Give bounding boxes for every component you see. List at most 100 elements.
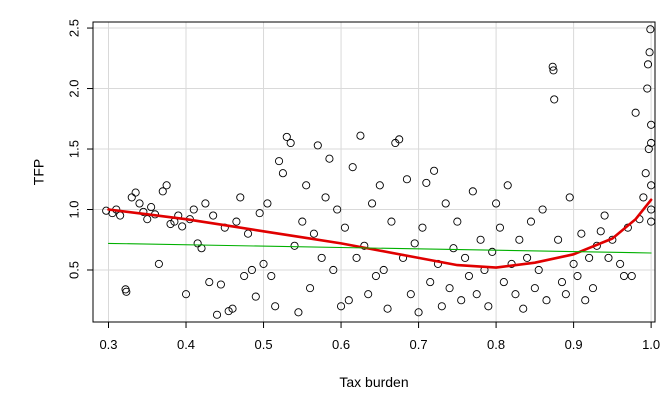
data-point xyxy=(414,308,423,317)
data-point xyxy=(325,154,334,163)
x-tick-label: 0.6 xyxy=(332,337,350,352)
data-point xyxy=(375,181,384,190)
series-line-1 xyxy=(107,198,653,269)
data-point xyxy=(449,244,458,253)
data-point xyxy=(441,199,450,208)
data-point xyxy=(492,199,501,208)
data-point xyxy=(317,253,326,262)
data-point xyxy=(379,265,388,275)
data-point xyxy=(437,302,446,311)
data-point xyxy=(461,253,470,262)
data-point xyxy=(154,259,163,268)
data-point xyxy=(205,278,214,287)
data-point xyxy=(468,187,477,196)
data-point xyxy=(344,296,353,305)
data-point xyxy=(356,131,365,140)
data-point xyxy=(495,223,505,232)
data-point xyxy=(305,284,315,293)
data-point xyxy=(122,287,131,296)
data-point xyxy=(453,217,462,226)
data-point xyxy=(430,166,439,175)
data-point xyxy=(619,271,629,281)
data-point xyxy=(298,217,307,226)
data-point xyxy=(368,199,377,208)
data-point xyxy=(201,199,210,208)
series-line-2 xyxy=(107,242,652,254)
data-point xyxy=(565,193,574,202)
data-point xyxy=(337,302,346,311)
data-point xyxy=(406,290,415,299)
data-point xyxy=(340,223,349,232)
data-point xyxy=(600,211,609,220)
data-point xyxy=(193,239,202,248)
data-point xyxy=(596,227,605,236)
data-point xyxy=(352,253,361,262)
data-point xyxy=(278,169,287,178)
data-point xyxy=(212,310,222,319)
data-point xyxy=(178,222,187,231)
plot-frame xyxy=(92,21,656,323)
x-axis-label: Tax burden xyxy=(339,374,408,390)
x-tick-label: 0.7 xyxy=(410,337,428,352)
data-point xyxy=(189,205,198,214)
data-point xyxy=(488,247,497,256)
points-layer xyxy=(102,25,656,319)
data-point xyxy=(554,235,563,244)
data-point xyxy=(538,205,547,214)
data-point xyxy=(581,296,590,305)
grid-layer xyxy=(93,22,655,322)
x-tick-label: 0.8 xyxy=(487,337,505,352)
data-point xyxy=(641,169,650,178)
data-point xyxy=(139,207,148,216)
y-axis-label: TFP xyxy=(31,159,47,185)
data-point xyxy=(274,157,284,166)
data-point xyxy=(309,229,318,238)
data-point xyxy=(348,163,357,172)
y-tick-label: 1.5 xyxy=(66,140,81,158)
x-tick-label: 0.3 xyxy=(99,337,117,352)
data-point xyxy=(251,292,260,301)
data-point xyxy=(402,175,411,184)
data-point xyxy=(321,193,330,202)
data-point xyxy=(387,217,396,226)
data-point xyxy=(263,199,272,208)
x-tick-label: 0.5 xyxy=(254,337,272,352)
data-point xyxy=(548,62,557,71)
data-point xyxy=(499,278,508,287)
data-point xyxy=(224,307,233,316)
y-tick-label: 0.5 xyxy=(66,261,81,279)
data-point xyxy=(158,187,167,196)
y-tick-label: 2.5 xyxy=(66,19,81,37)
data-point xyxy=(585,253,594,262)
data-point xyxy=(557,278,567,287)
data-point xyxy=(577,229,586,238)
data-point xyxy=(131,188,140,197)
data-point xyxy=(464,271,474,281)
data-point xyxy=(228,304,237,313)
x-tick-label: 0.9 xyxy=(565,337,583,352)
data-point xyxy=(534,265,543,275)
data-point xyxy=(286,138,295,148)
data-point xyxy=(476,235,485,244)
data-point xyxy=(181,290,191,299)
data-point xyxy=(267,271,276,281)
data-point xyxy=(294,308,303,317)
data-point xyxy=(503,181,512,190)
data-point xyxy=(573,271,582,281)
data-point xyxy=(282,132,291,141)
data-point xyxy=(569,259,578,268)
data-point xyxy=(247,265,256,275)
data-point xyxy=(511,290,520,299)
data-point xyxy=(371,271,380,281)
y-tick-label: 1.0 xyxy=(66,200,81,218)
data-point xyxy=(588,284,598,293)
y-tick-label: 2.0 xyxy=(66,79,81,97)
data-point xyxy=(302,181,311,190)
data-point xyxy=(426,278,435,287)
lines-layer xyxy=(107,198,653,269)
data-point xyxy=(542,296,551,305)
data-point xyxy=(646,25,655,34)
data-point xyxy=(333,205,342,214)
data-point xyxy=(395,135,404,144)
data-point xyxy=(410,239,419,248)
